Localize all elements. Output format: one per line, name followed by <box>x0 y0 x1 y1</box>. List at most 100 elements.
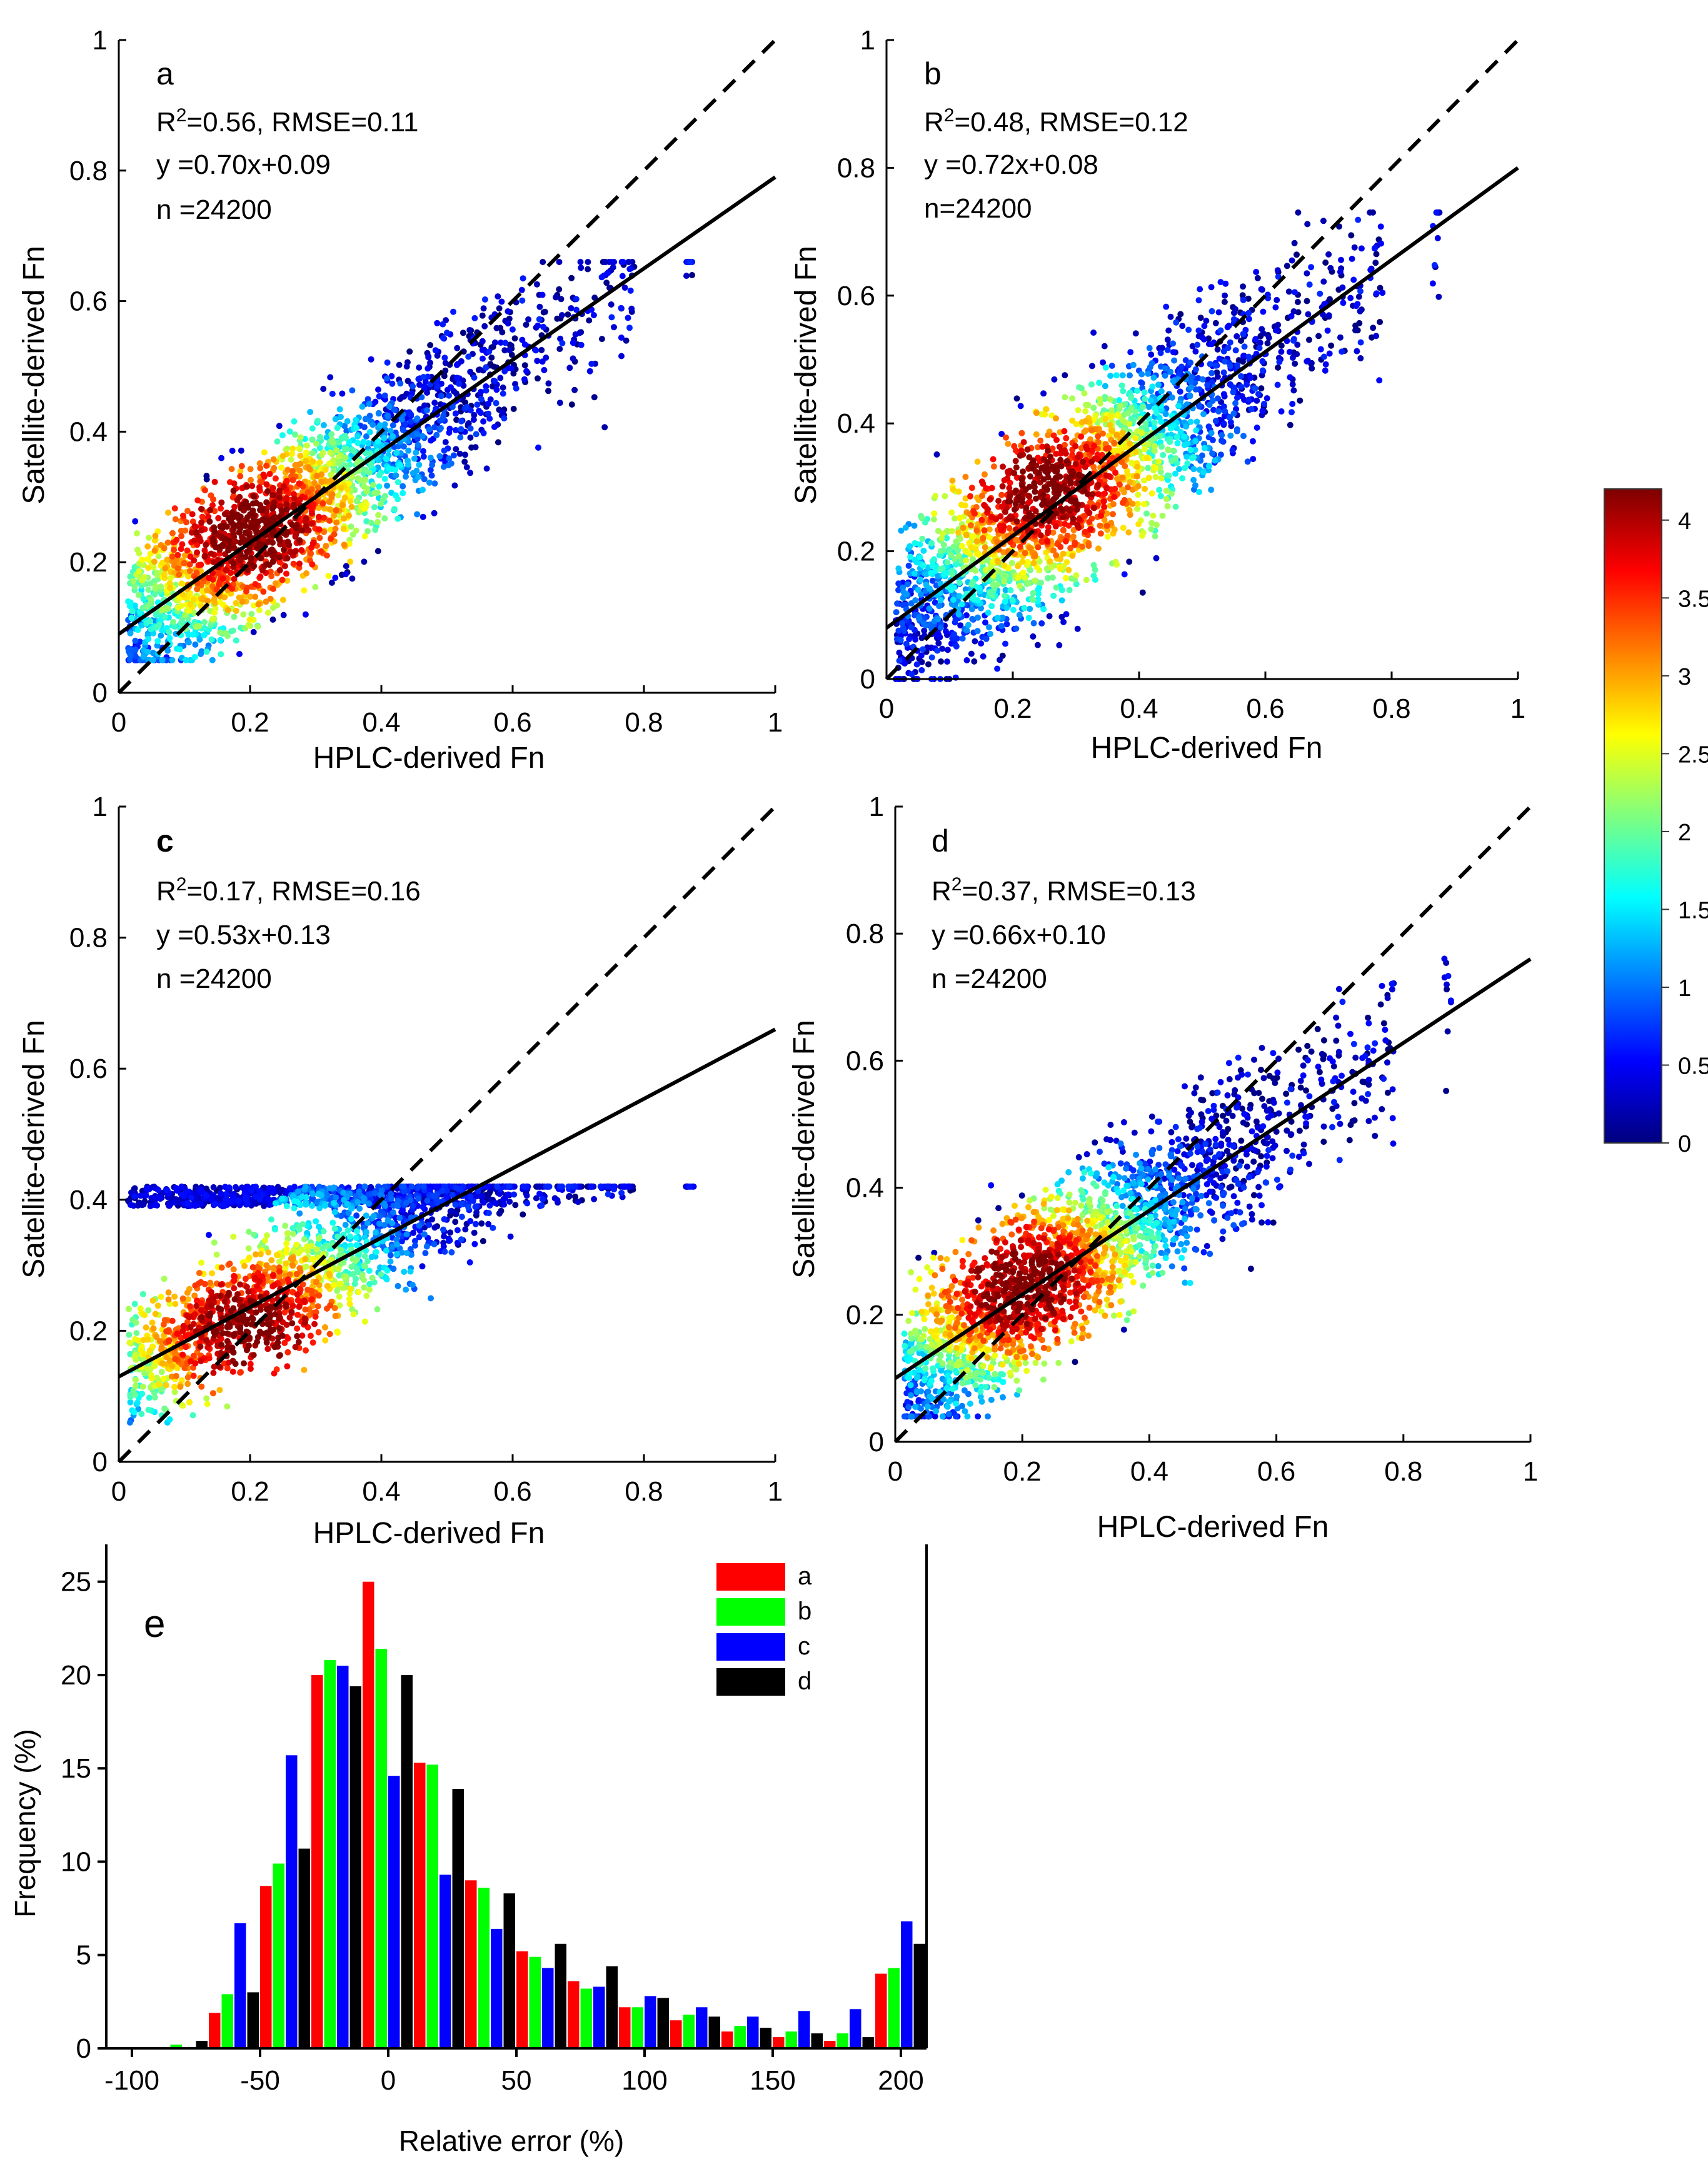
scatter-point <box>895 565 902 572</box>
scatter-point <box>383 455 389 462</box>
scatter-point <box>481 296 488 303</box>
scatter-point <box>623 337 630 344</box>
scatter-point <box>1145 465 1152 471</box>
scatter-point <box>434 320 441 326</box>
scatter-point <box>176 646 183 653</box>
scatter-point <box>948 509 955 516</box>
scatter-point <box>1326 350 1333 357</box>
scatter-point <box>298 547 305 553</box>
scatter-point <box>1090 561 1097 568</box>
scatter-point <box>1309 365 1315 372</box>
scatter-point <box>127 630 134 637</box>
scatter-point <box>327 374 334 381</box>
scatter-point <box>556 346 563 353</box>
scatter-point <box>937 596 944 603</box>
scatter-point <box>341 541 348 548</box>
scatter-point <box>145 636 152 642</box>
scatter-point <box>535 322 541 329</box>
scatter-point <box>1013 464 1020 471</box>
scatter-point <box>414 441 421 448</box>
scatter-point <box>497 375 504 381</box>
scatter-point <box>238 463 245 470</box>
y-tick-label: 0.4 <box>69 416 108 447</box>
scatter-point <box>1201 445 1208 451</box>
scatter-point <box>233 637 239 644</box>
scatter-point <box>1351 244 1358 251</box>
scatter-point <box>174 565 181 572</box>
scatter-point <box>194 549 201 556</box>
scatter-point <box>1101 343 1108 350</box>
scatter-point <box>480 418 487 425</box>
scatter-point <box>926 605 933 612</box>
scatter-point <box>189 631 196 638</box>
scatter-point <box>1019 482 1025 489</box>
scatter-point <box>1027 605 1033 612</box>
scatter-point <box>1230 389 1237 396</box>
scatter-point <box>354 440 361 446</box>
scatter-point <box>451 482 458 489</box>
scatter-point <box>1053 552 1060 558</box>
scatter-point <box>1016 611 1023 618</box>
scatter-point <box>444 330 450 336</box>
scatter-point <box>572 331 579 338</box>
scatter-point <box>485 400 492 407</box>
scatter-point <box>421 476 428 483</box>
scatter-point <box>176 571 183 578</box>
scatter-point <box>1164 503 1171 510</box>
scatter-point <box>223 630 229 637</box>
scatter-point <box>256 606 263 613</box>
scatter-point <box>440 412 447 419</box>
scatter-point <box>1373 290 1380 297</box>
scatter-point <box>1347 294 1354 301</box>
scatter-point <box>303 458 309 465</box>
scatter-point <box>1179 475 1186 481</box>
scatter-point <box>1231 310 1237 316</box>
scatter-point <box>1340 299 1347 306</box>
scatter-point <box>1150 375 1157 381</box>
scatter-point <box>446 392 452 399</box>
scatter-point <box>1187 418 1194 425</box>
scatter-point <box>145 586 152 593</box>
scatter-point <box>257 506 263 513</box>
scatter-point <box>336 406 343 413</box>
scatter-point <box>362 466 369 473</box>
panel-b-r2: R2=0.48, RMSE=0.12 <box>924 105 1188 138</box>
scatter-point <box>1088 381 1095 388</box>
scatter-point <box>203 541 209 548</box>
scatter-point <box>283 570 289 577</box>
scatter-point <box>1238 373 1245 380</box>
scatter-point <box>1152 533 1158 540</box>
scatter-point <box>1214 373 1221 380</box>
scatter-point <box>1291 239 1298 246</box>
scatter-point <box>194 497 201 504</box>
scatter-point <box>427 466 434 473</box>
scatter-point <box>983 635 990 642</box>
scatter-point <box>217 629 224 636</box>
scatter-point <box>264 488 271 495</box>
scatter-point <box>1253 425 1260 431</box>
scatter-point <box>253 522 260 529</box>
scatter-point <box>1081 390 1088 396</box>
scatter-point <box>207 506 214 513</box>
scatter-point <box>248 476 254 483</box>
scatter-point <box>958 543 965 550</box>
scatter-point <box>421 385 428 391</box>
scatter-point <box>1289 401 1296 407</box>
scatter-point <box>192 641 199 648</box>
scatter-point <box>1232 400 1239 406</box>
scatter-point <box>325 573 332 580</box>
scatter-point <box>309 458 316 465</box>
x-tick-label: 0.2 <box>231 707 269 738</box>
scatter-point <box>349 387 356 394</box>
scatter-point <box>1373 333 1380 340</box>
scatter-point <box>136 568 143 575</box>
scatter-point <box>913 661 920 668</box>
scatter-point <box>1320 218 1327 224</box>
scatter-point <box>1207 361 1213 368</box>
scatter-point <box>453 361 460 368</box>
scatter-point <box>1253 269 1260 275</box>
scatter-point <box>127 652 134 659</box>
scatter-point <box>978 478 985 485</box>
scatter-point <box>478 1220 485 1227</box>
scatter-point <box>1241 343 1248 350</box>
